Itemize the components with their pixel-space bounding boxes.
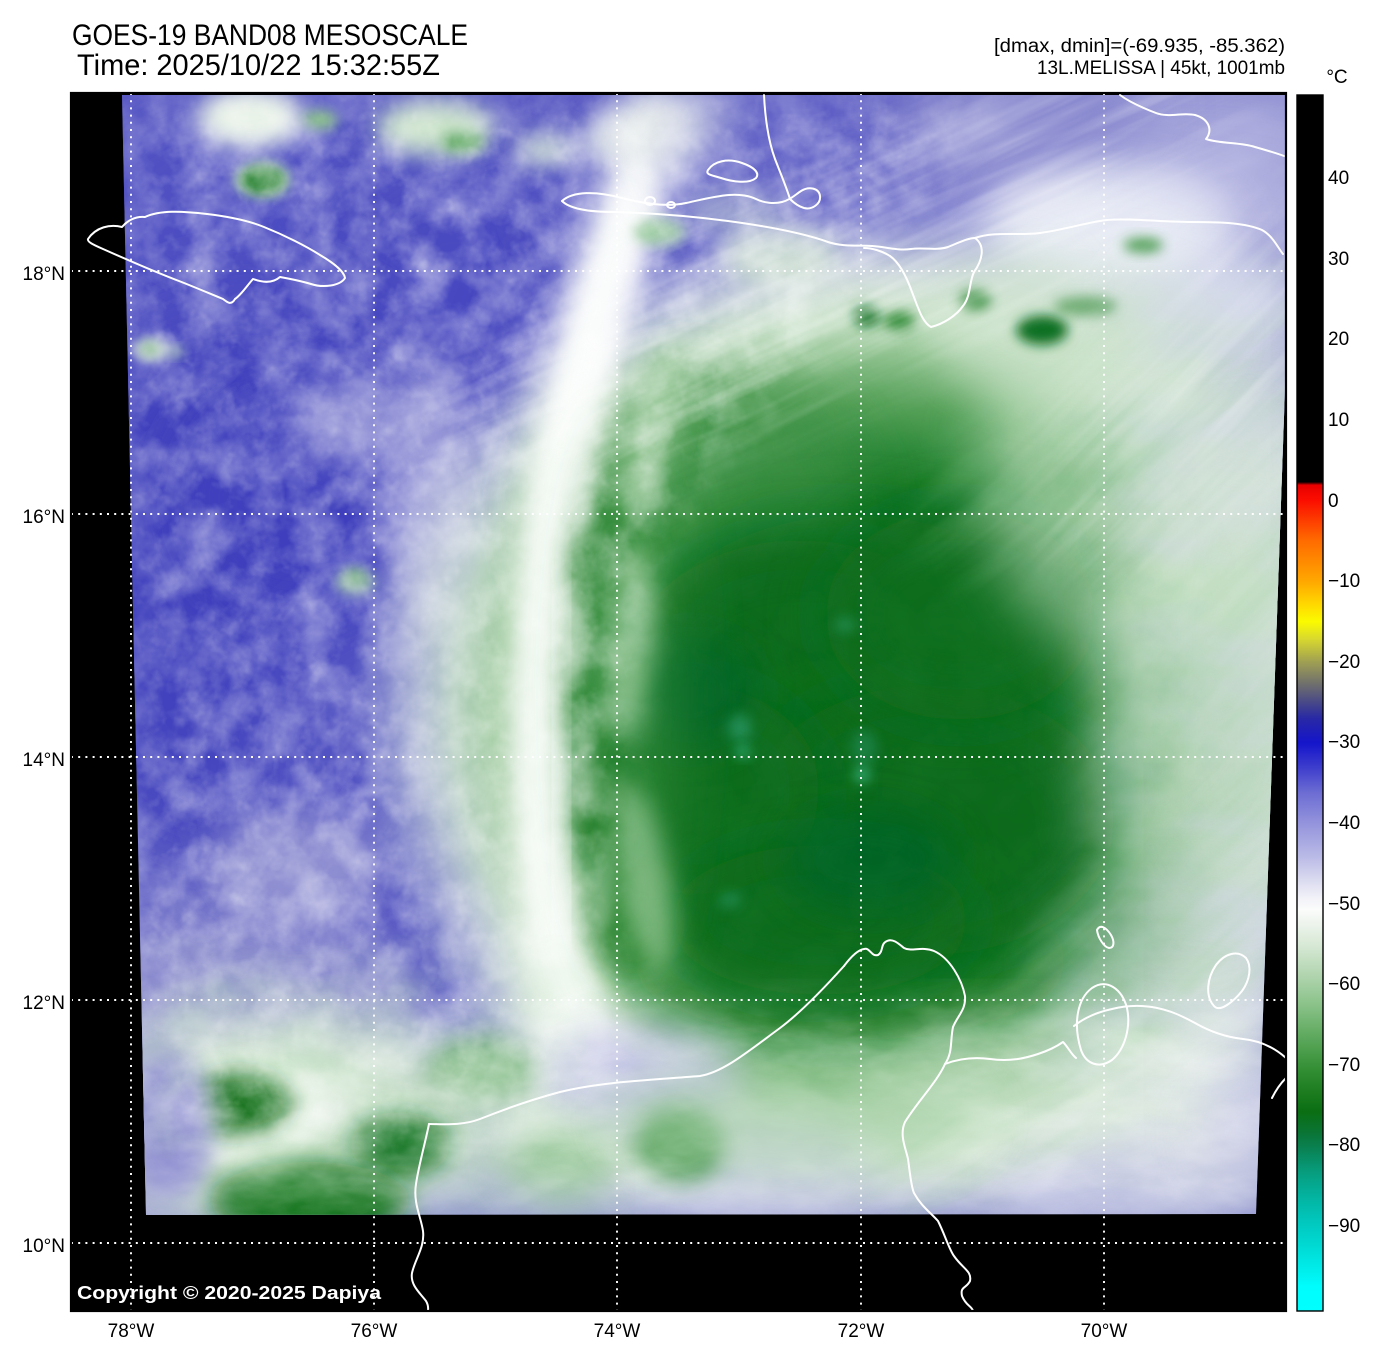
svg-text:40: 40: [1328, 168, 1349, 189]
svg-text:12°N: 12°N: [23, 993, 65, 1014]
svg-text:°C: °C: [1326, 67, 1347, 88]
svg-text:[dmax, dmin]=(-69.935, -85.362: [dmax, dmin]=(-69.935, -85.362): [994, 36, 1285, 57]
svg-text:76°W: 76°W: [351, 1321, 398, 1342]
svg-text:74°W: 74°W: [594, 1321, 641, 1342]
svg-text:−60: −60: [1328, 974, 1360, 995]
svg-text:78°W: 78°W: [108, 1321, 155, 1342]
svg-text:Copyright © 2020-2025 Dapiya: Copyright © 2020-2025 Dapiya: [77, 1283, 382, 1303]
svg-text:−80: −80: [1328, 1135, 1360, 1156]
svg-text:−10: −10: [1328, 571, 1360, 592]
svg-text:−40: −40: [1328, 813, 1360, 834]
svg-text:Time: 2025/10/22 15:32:55Z: Time: 2025/10/22 15:32:55Z: [77, 49, 440, 82]
svg-text:GOES-19 BAND08 MESOSCALE: GOES-19 BAND08 MESOSCALE: [72, 19, 468, 52]
svg-text:−90: −90: [1328, 1216, 1360, 1237]
svg-text:10: 10: [1328, 410, 1349, 431]
svg-text:14°N: 14°N: [23, 750, 65, 771]
svg-text:70°W: 70°W: [1081, 1321, 1128, 1342]
svg-text:18°N: 18°N: [23, 264, 65, 285]
svg-text:−20: −20: [1328, 652, 1360, 673]
svg-text:10°N: 10°N: [23, 1236, 65, 1257]
svg-text:0: 0: [1328, 491, 1339, 512]
svg-text:16°N: 16°N: [23, 507, 65, 528]
svg-text:72°W: 72°W: [838, 1321, 885, 1342]
svg-text:13L.MELISSA | 45kt, 1001mb: 13L.MELISSA | 45kt, 1001mb: [1037, 58, 1285, 79]
svg-text:−30: −30: [1328, 732, 1360, 753]
svg-text:30: 30: [1328, 249, 1349, 270]
svg-text:−70: −70: [1328, 1055, 1360, 1076]
svg-text:20: 20: [1328, 329, 1349, 350]
svg-text:−50: −50: [1328, 894, 1360, 915]
